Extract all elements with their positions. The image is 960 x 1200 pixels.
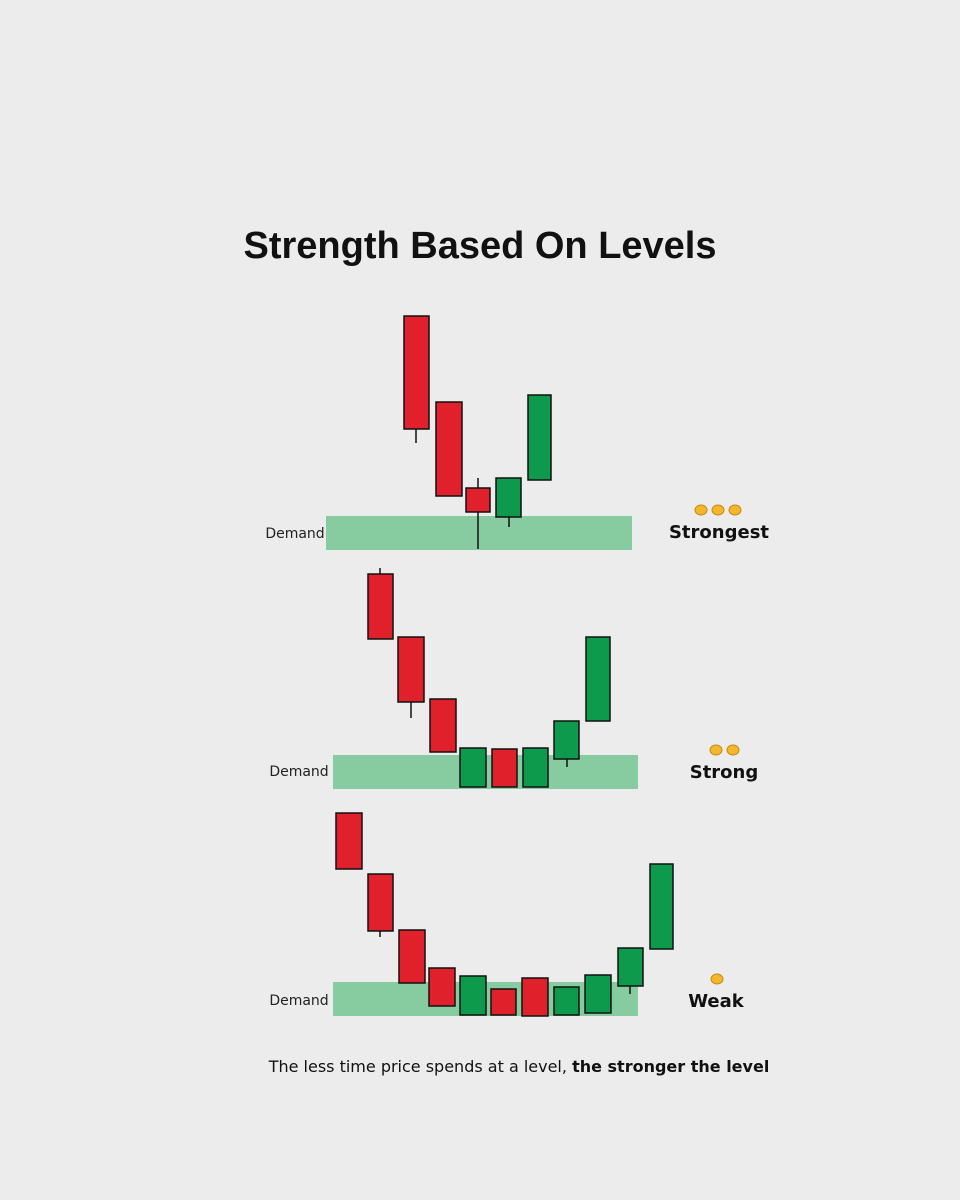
bearish-candle (367, 873, 394, 932)
bullish-candle (553, 986, 580, 1016)
strength-label: Weak (688, 991, 745, 1012)
bearish-candle (335, 812, 363, 870)
bearish-candle (429, 698, 457, 753)
bearish-candle (491, 748, 518, 788)
bearish-candle (435, 401, 463, 497)
bearish-candle (428, 967, 456, 1007)
strength-icon (709, 744, 740, 756)
bearish-candle (465, 487, 491, 513)
bearish-candle (398, 929, 426, 984)
bullish-candle (527, 394, 552, 481)
bearish-candle (367, 573, 394, 640)
bearish-candle (490, 988, 517, 1016)
panel-strong: Demand Strong (269, 568, 758, 789)
bearish-candle (521, 977, 549, 1017)
strength-label: Strongest (669, 522, 769, 543)
caption: The less time price spends at a level, t… (268, 1057, 770, 1076)
bullish-candle (585, 636, 611, 722)
bullish-candle (459, 747, 487, 788)
panel-strongest: Demand Strongest (265, 315, 769, 550)
demand-zone (326, 516, 632, 550)
bullish-candle (649, 863, 674, 950)
zone-label: Demand (269, 993, 328, 1009)
title: Strength Based On Levels (243, 225, 716, 267)
zone-label: Demand (269, 764, 328, 780)
bullish-candle (495, 477, 522, 518)
caption-text: The less time price spends at a level, (268, 1057, 567, 1076)
zone-label: Demand (265, 526, 324, 542)
strength-label: Strong (690, 762, 759, 783)
strength-icon (694, 504, 742, 516)
bearish-candle (403, 315, 430, 430)
bullish-candle (522, 747, 549, 788)
bullish-candle (617, 947, 644, 987)
bullish-candle (459, 975, 487, 1016)
bearish-candle (397, 636, 425, 703)
caption-emphasis: the stronger the level (572, 1057, 769, 1076)
bullish-candle (553, 720, 580, 760)
panel-weak: Demand Weak (269, 812, 745, 1017)
strength-icon (710, 973, 724, 985)
bullish-candle (584, 974, 612, 1014)
